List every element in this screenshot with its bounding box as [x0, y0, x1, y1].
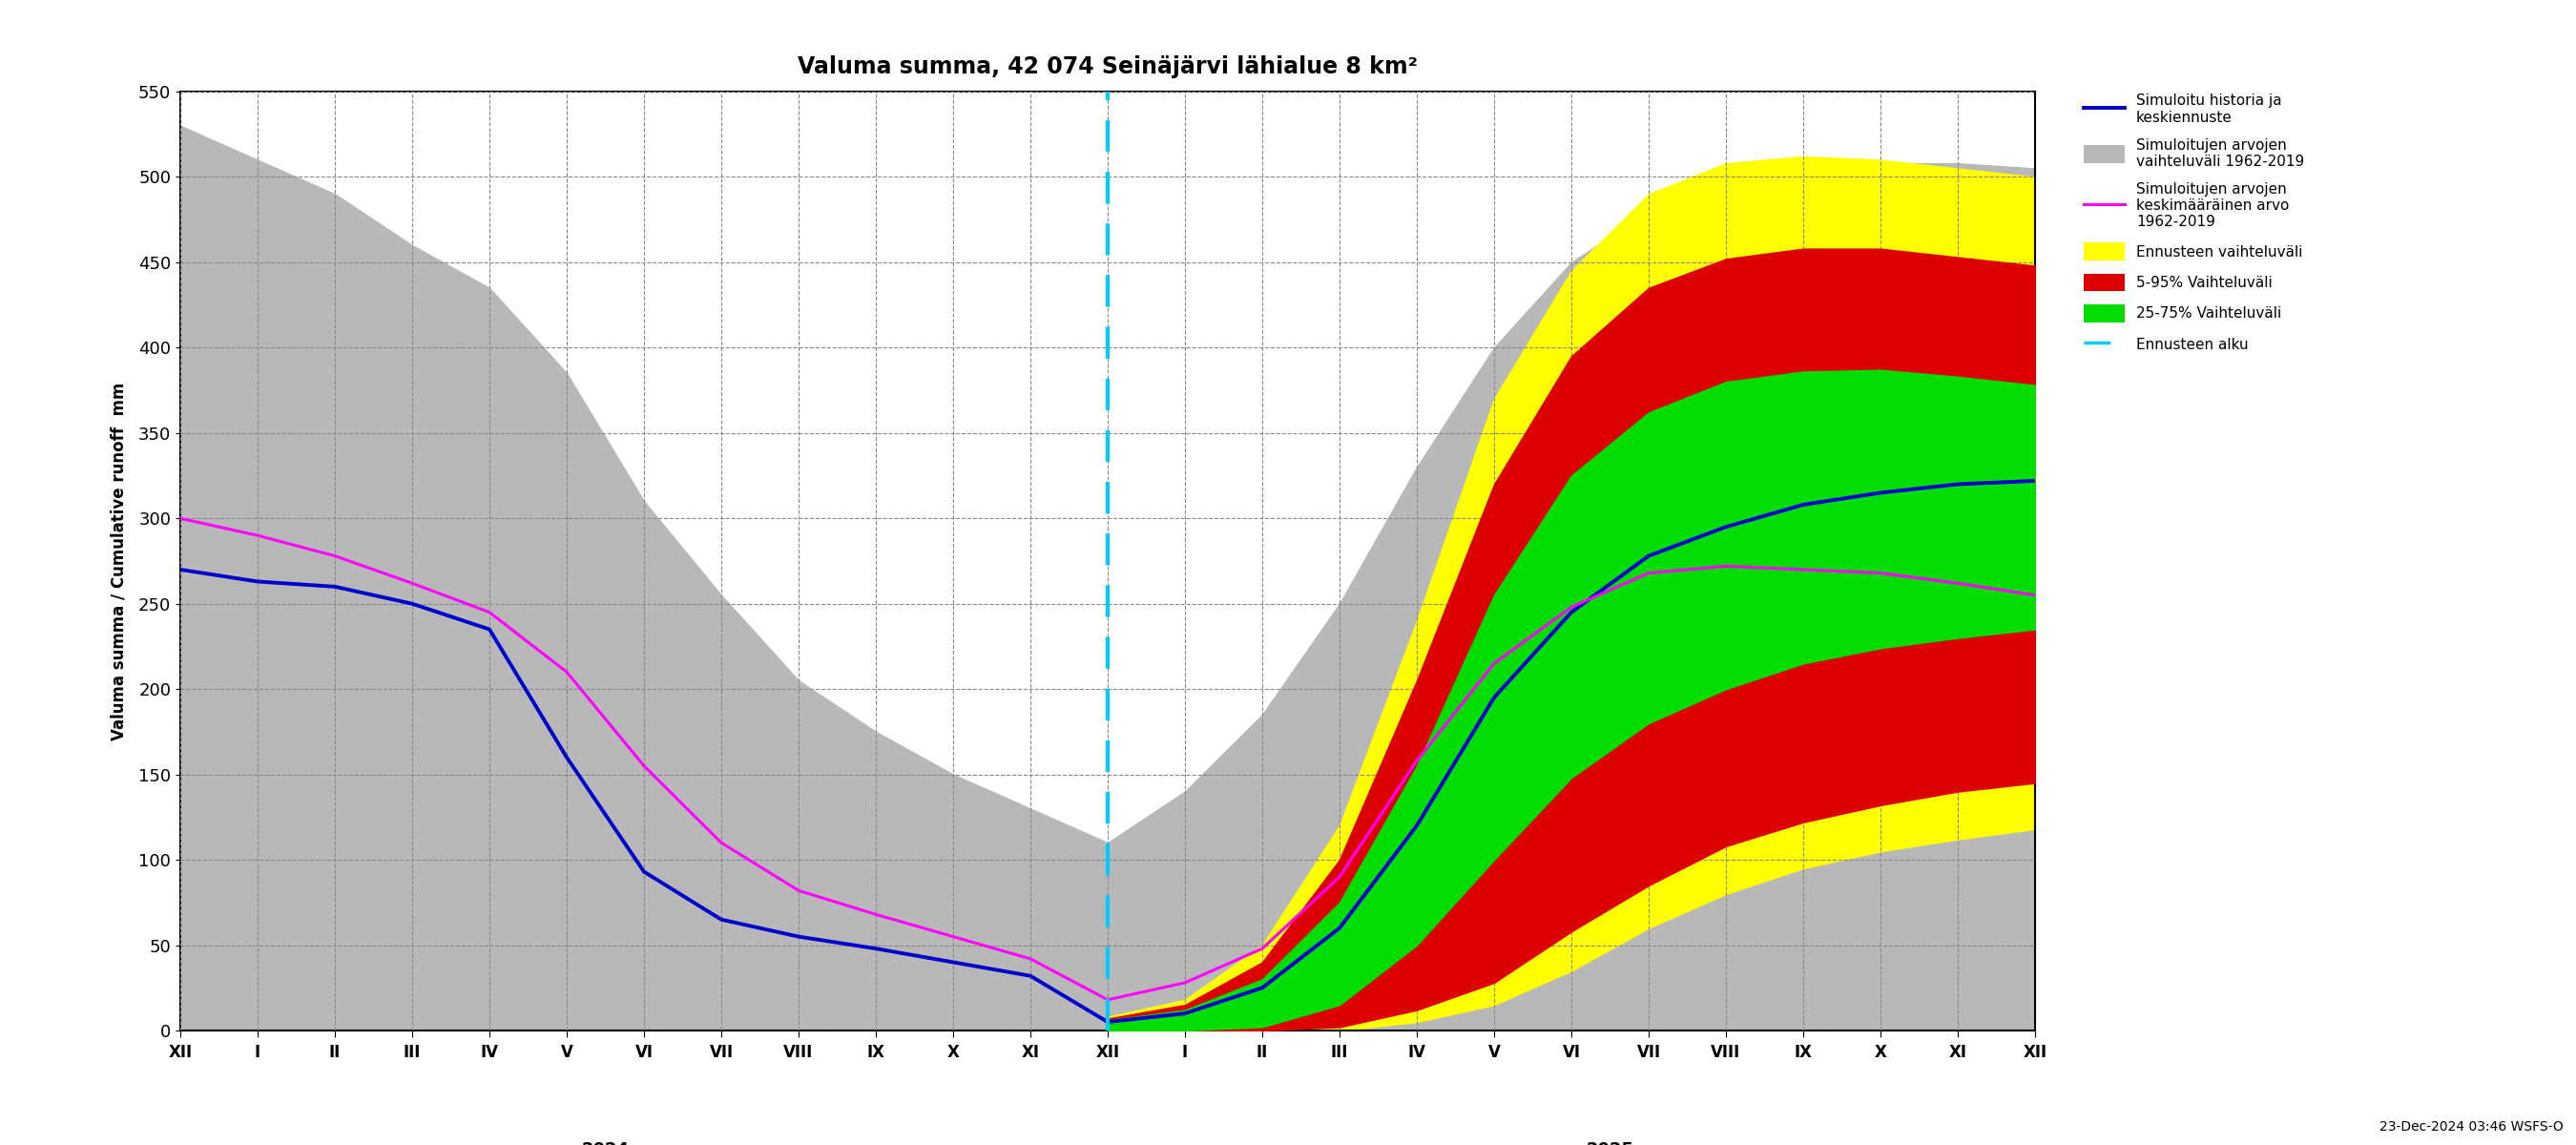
Legend: Simuloitu historia ja
keskiennuste, Simuloitujen arvojen
vaihteluväli 1962-2019,: Simuloitu historia ja keskiennuste, Simu…: [2079, 89, 2308, 357]
Title: Valuma summa, 42 074 Seinäjärvi lähialue 8 km²: Valuma summa, 42 074 Seinäjärvi lähialue…: [799, 55, 1417, 78]
Text: 2025: 2025: [1587, 1142, 1633, 1145]
Text: 2024: 2024: [582, 1142, 629, 1145]
Y-axis label: Valuma summa / Cumulative runoff  mm: Valuma summa / Cumulative runoff mm: [111, 382, 129, 740]
Text: 23-Dec-2024 03:46 WSFS-O: 23-Dec-2024 03:46 WSFS-O: [2380, 1120, 2563, 1134]
